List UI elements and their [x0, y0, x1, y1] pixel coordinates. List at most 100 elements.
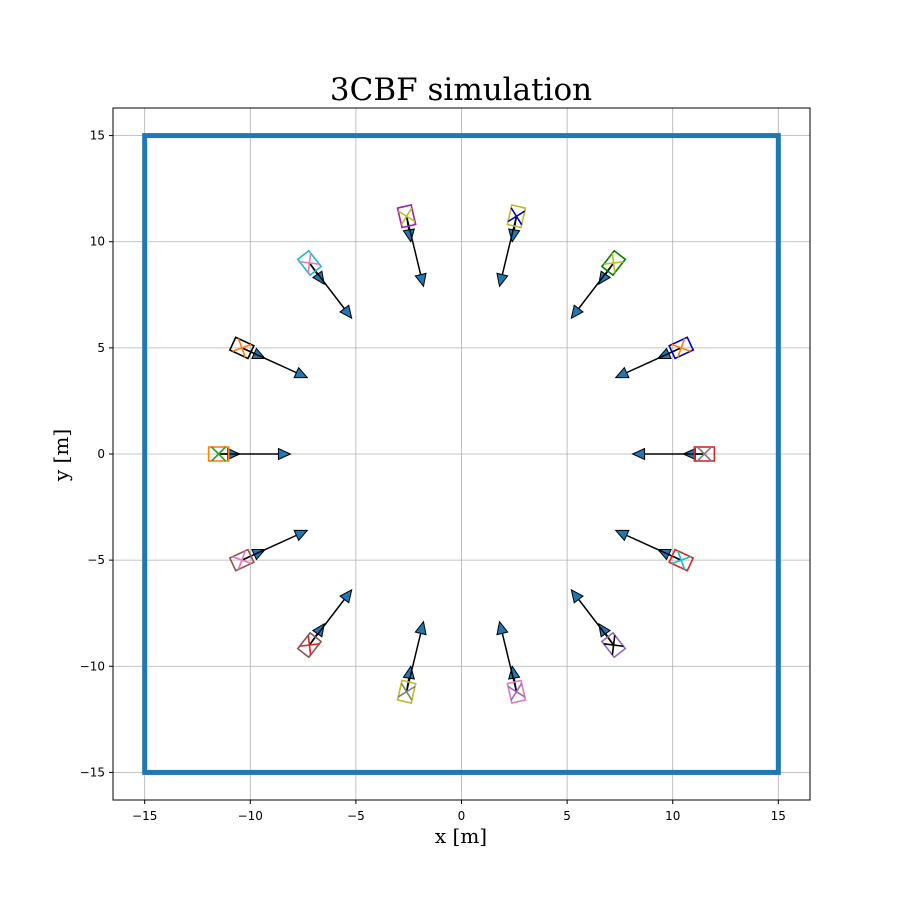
agent-x-mark [603, 635, 624, 655]
agent-body [396, 203, 417, 229]
agent-x-mark [507, 682, 526, 701]
velocity-arrow-head [631, 447, 646, 461]
agent-x-mark [211, 446, 227, 462]
agent-x-mark [232, 550, 252, 570]
agent-body [228, 336, 255, 360]
agent-x-stroke [237, 550, 246, 570]
agent-body [600, 631, 627, 659]
x-tick-label: 0 [458, 809, 466, 823]
agent-body [693, 446, 716, 462]
agent-body [396, 679, 417, 705]
arena-boundary-group [142, 133, 781, 775]
agent-x-stroke [510, 207, 523, 226]
velocity-arrow-head [277, 447, 292, 461]
chart-title: 3CBF simulation [330, 72, 592, 108]
agent-x-stroke [400, 682, 413, 701]
y-axis-label: y [m] [49, 429, 73, 482]
x-tick-label: −15 [132, 809, 157, 823]
y-tick-label: −5 [87, 553, 105, 567]
velocity-arrow-head [570, 304, 584, 320]
velocity-arrows [218, 216, 705, 692]
velocity-arrow-shaft [578, 262, 615, 310]
agent-x-mark [232, 338, 252, 358]
agent-body [668, 336, 695, 360]
agent-x-stroke [696, 446, 712, 462]
velocity-arrow-head [414, 620, 427, 636]
agent-x-mark [507, 207, 526, 226]
velocity-arrow-head [614, 366, 630, 379]
velocity-arrow-head [496, 620, 509, 636]
agent-x-stroke [299, 260, 320, 265]
velocity-arrow-head [614, 529, 630, 542]
agent-x-mark [671, 338, 691, 358]
velocity-arrow-shaft [308, 262, 345, 310]
control-arrow-head [311, 622, 325, 638]
x-axis-label: x [m] [435, 824, 487, 848]
x-tick-label: 10 [665, 809, 680, 823]
agent-marker [396, 203, 417, 229]
agent-marker [207, 446, 230, 462]
agent-marker [668, 336, 695, 360]
agent-body [600, 249, 627, 277]
agent-marker [396, 679, 417, 705]
agent-marker [506, 679, 527, 705]
y-tick-label: 5 [97, 341, 105, 355]
agent-body [506, 203, 527, 229]
agent-body [207, 446, 230, 462]
agent-x-mark [603, 253, 624, 273]
agent-marker [693, 446, 716, 462]
agent-x-stroke [397, 210, 416, 223]
velocity-arrow-head [339, 588, 353, 604]
y-tick-label: 0 [97, 447, 105, 461]
agent-marker [228, 548, 255, 572]
agent-marker [668, 548, 695, 572]
arena-boundary [142, 133, 781, 775]
agent-x-stroke [507, 685, 526, 698]
agent-x-mark [397, 207, 416, 226]
agent-x-mark [397, 682, 416, 701]
velocity-arrow-shaft [308, 598, 345, 646]
velocity-arrow-head [293, 366, 309, 379]
velocity-arrow-shaft [578, 598, 615, 646]
axis-ticks: −15 −10 −5 0 5 10 15 −15 −10 −5 0 5 10 15 [80, 129, 786, 823]
agent-marker [600, 249, 627, 277]
x-tick-label: 15 [771, 809, 786, 823]
y-tick-label: 10 [90, 235, 105, 249]
agents [207, 203, 716, 705]
agent-marker [296, 631, 323, 659]
agent-x-stroke [211, 446, 227, 462]
agent-x-stroke [671, 555, 691, 565]
y-tick-label: −15 [80, 765, 105, 779]
agent-marker [600, 631, 627, 659]
agent-x-mark [299, 635, 320, 655]
agent-x-stroke [603, 643, 624, 648]
agent-body [668, 548, 695, 572]
agent-body [506, 679, 527, 705]
agent-x-stroke [232, 343, 252, 353]
x-tick-label: −5 [347, 809, 365, 823]
control-arrow-head [311, 270, 325, 286]
agent-x-stroke [611, 253, 616, 273]
agent-marker [228, 336, 255, 360]
agent-body [296, 249, 323, 277]
y-tick-label: 15 [90, 129, 105, 143]
agent-x-stroke [307, 635, 312, 655]
velocity-arrow-head [570, 588, 584, 604]
control-arrow-head [598, 270, 612, 286]
agent-body [296, 631, 323, 659]
x-tick-label: −10 [238, 809, 263, 823]
agent-x-stroke [677, 338, 686, 358]
x-tick-label: 5 [563, 809, 571, 823]
agent-x-mark [299, 253, 320, 273]
velocity-arrow-head [293, 529, 309, 542]
velocity-arrow-head [339, 304, 353, 320]
agent-marker [296, 249, 323, 277]
agent-body [228, 548, 255, 572]
velocity-arrow-head [414, 272, 427, 288]
y-tick-label: −10 [80, 659, 105, 673]
agent-x-mark [671, 550, 691, 570]
velocity-arrow-head [496, 272, 509, 288]
agent-x-mark [696, 446, 712, 462]
agent-marker [506, 203, 527, 229]
